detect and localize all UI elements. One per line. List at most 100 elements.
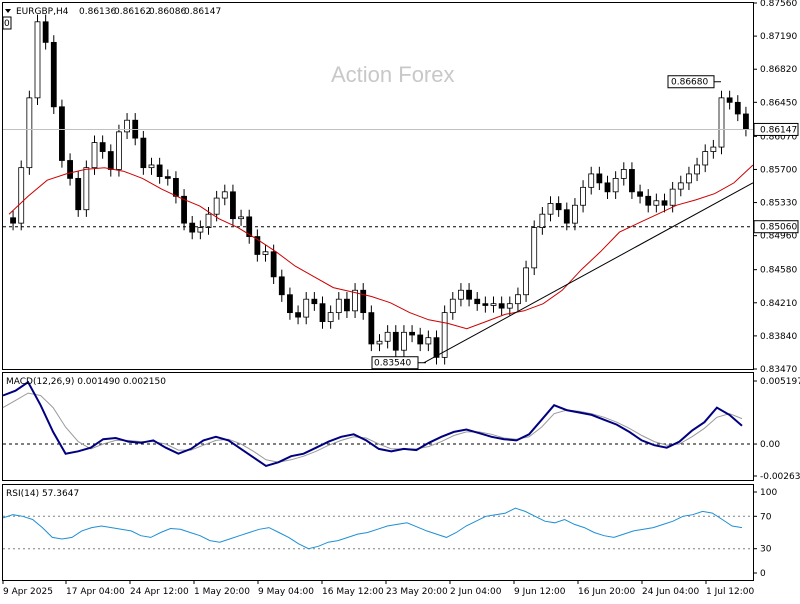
- candle-body: [588, 173, 595, 188]
- candle-body: [629, 169, 635, 193]
- time-tick-label: 1 Jul 12:00: [706, 587, 755, 597]
- candle-body: [474, 298, 481, 305]
- candle-body: [148, 164, 155, 169]
- rsi-title: RSI(14) 57.3647: [6, 489, 79, 499]
- macd-panel-frame: [2, 372, 754, 481]
- price-overlays: 0.86147 0.85060 0.86680 0.83540 0: [2, 16, 799, 370]
- candle-body: [213, 197, 220, 215]
- candle-body: [669, 188, 676, 206]
- candle-body: [34, 21, 41, 99]
- candle-body: [26, 97, 33, 169]
- candle-body: [99, 142, 106, 152]
- candle-body: [653, 200, 660, 206]
- candle-body: [686, 173, 692, 184]
- candle-body: [270, 251, 277, 278]
- time-tick-label: 16 May 12:00: [322, 587, 384, 597]
- time-tick-label: 9 Jun 12:00: [514, 587, 566, 597]
- rsi-line: [2, 507, 743, 550]
- swing-high-label: 0.86680: [671, 78, 708, 88]
- dropdown-arrow-icon[interactable]: [5, 9, 11, 13]
- candle-body: [384, 331, 391, 342]
- price-tick-label: 0.84580: [760, 266, 797, 276]
- time-tick-label: 1 May 20:00: [194, 587, 250, 597]
- candle-body: [91, 142, 98, 169]
- candle-body: [238, 216, 244, 220]
- candle-body: [189, 222, 196, 233]
- time-tick-label: 9 Apr 2025: [3, 587, 53, 597]
- price-tick-label: 0.83470: [760, 365, 797, 375]
- candle-body: [572, 204, 578, 224]
- candle-body: [197, 227, 204, 233]
- candle-body: [523, 267, 529, 296]
- price-tick-label: 0.87560: [760, 0, 797, 9]
- candle-body: [482, 303, 489, 306]
- macd-tick-label: 0.00: [760, 440, 780, 450]
- candle-body: [287, 294, 293, 314]
- candle-body: [319, 303, 326, 322]
- candle-body: [425, 337, 432, 345]
- rsi-tick-label: 70: [760, 512, 772, 522]
- candle-body: [718, 97, 725, 148]
- time-tick-label: 17 Apr 04:00: [66, 587, 125, 597]
- candle-body: [140, 137, 147, 169]
- price-tick-label: 0.86450: [760, 98, 797, 108]
- rsi-tick-label: 0: [760, 569, 766, 579]
- candle-body: [694, 164, 700, 175]
- candle-body: [433, 337, 440, 358]
- candle-body: [506, 303, 513, 309]
- moving-average-line: [8, 164, 754, 330]
- candle-body: [604, 182, 611, 193]
- candle-body: [637, 191, 643, 197]
- time-tick-label: 24 Apr 12:00: [130, 587, 189, 597]
- marker-label: 0: [4, 19, 10, 29]
- candle-body: [262, 251, 269, 255]
- candle-body: [490, 303, 497, 306]
- candle-body: [734, 101, 741, 115]
- time-tick-label: 24 Jun 04:00: [642, 587, 699, 597]
- candle-body: [515, 294, 521, 305]
- candle-body: [376, 340, 383, 345]
- candle-body: [409, 331, 415, 336]
- macd-line: [2, 380, 743, 467]
- candle-body: [645, 195, 652, 206]
- candle-body: [156, 164, 163, 178]
- close-value: 0.86147: [184, 7, 221, 17]
- candle-body: [352, 289, 358, 312]
- level-box: [753, 220, 799, 234]
- candle-body: [75, 177, 82, 211]
- candle-body: [677, 182, 684, 190]
- price-tick-label: 0.85700: [760, 165, 797, 175]
- candle-body: [83, 167, 90, 211]
- candle-body: [441, 312, 448, 358]
- high-value: 0.86162: [114, 7, 151, 17]
- low-value: 0.86086: [149, 7, 186, 17]
- support-trendline: [423, 182, 754, 364]
- open-value: 0.86136: [79, 7, 116, 17]
- price-tick-label: 0.84210: [760, 299, 797, 309]
- candle-body: [173, 177, 179, 197]
- candle-body: [580, 186, 586, 206]
- candlestick-series: [10, 14, 749, 365]
- price-tick-label: 0.84960: [760, 232, 797, 242]
- price-tick-label: 0.87190: [760, 32, 797, 42]
- swing-low-label: 0.83540: [374, 359, 411, 369]
- candle-body: [620, 169, 627, 179]
- candle-body: [221, 191, 228, 199]
- candle-body: [335, 298, 342, 314]
- candle-body: [311, 298, 318, 305]
- price-panel-frame: [2, 2, 754, 370]
- watermark: Action Forex: [331, 62, 455, 87]
- candle-body: [124, 119, 130, 133]
- candle-body: [230, 191, 236, 220]
- candle-body: [563, 209, 570, 224]
- candle-body: [466, 289, 472, 300]
- candle-body: [50, 41, 57, 108]
- rsi-panel-frame: [2, 484, 754, 581]
- macd-tick-label: -0.002636: [760, 472, 800, 482]
- time-tick-label: 23 May 20:00: [386, 587, 448, 597]
- time-tick-label: 16 Jun 20:00: [578, 587, 635, 597]
- price-tick-label: 0.85330: [760, 199, 797, 209]
- candle-body: [743, 113, 749, 130]
- candle-body: [67, 160, 73, 179]
- candle-body: [726, 97, 733, 103]
